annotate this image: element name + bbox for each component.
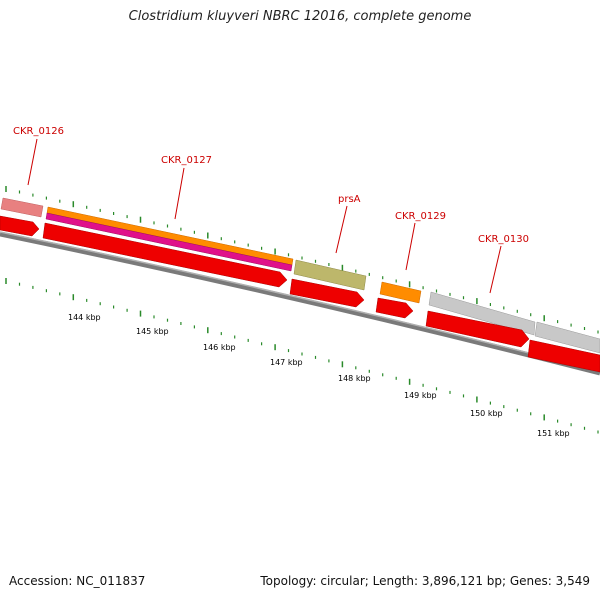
feature-ckr-0127-magenta[interactable]	[45, 212, 293, 272]
cds-ckr-0131[interactable]	[527, 339, 600, 373]
label-ckr-0127: CKR_0127	[161, 155, 212, 166]
cds-ckr-0129[interactable]	[375, 297, 414, 319]
leader-ckr-0126	[27, 138, 38, 186]
label-ckr-0130: CKR_0130	[478, 234, 529, 245]
scale-label-145: 145 kbp	[136, 327, 169, 336]
inner-tick-track	[5, 278, 599, 434]
scale-label-150: 150 kbp	[470, 409, 503, 418]
label-ckr-0126: CKR_0126	[13, 126, 64, 137]
scale-label-146: 146 kbp	[203, 343, 236, 352]
cds-ckr-0130[interactable]	[425, 310, 530, 348]
outer-tick-track	[5, 186, 599, 334]
scale-label-151: 151 kbp	[537, 429, 570, 438]
leader-prsa	[335, 205, 348, 254]
label-prsa: prsA	[338, 194, 361, 205]
leader-ckr-0127	[174, 167, 185, 220]
leader-ckr-0129	[405, 222, 416, 271]
map-title: Clostridium kluyveri NBRC 12016, complet…	[128, 9, 472, 24]
scale-label-148: 148 kbp	[338, 374, 371, 383]
accession-text: Accession: NC_011837	[9, 574, 146, 588]
feature-ckr-0129-upper[interactable]	[379, 281, 422, 304]
label-ckr-0129: CKR_0129	[395, 211, 446, 222]
feature-ckr-0130-upper-2[interactable]	[534, 321, 600, 354]
genome-backbone	[0, 231, 600, 376]
feature-ckr-0130-upper-1[interactable]	[428, 291, 536, 336]
cds-ckr-0127[interactable]	[42, 222, 288, 288]
cds-ckr-0126[interactable]	[0, 215, 40, 237]
scale-label-147: 147 kbp	[270, 358, 303, 367]
feature-prsa-upper[interactable]	[293, 259, 367, 291]
genome-summary-text: Topology: circular; Length: 3,896,121 bp…	[260, 574, 590, 588]
leader-ckr-0130	[489, 245, 502, 294]
cds-prsa[interactable]	[289, 278, 365, 308]
feature-ckr-0126-upper[interactable]	[0, 197, 44, 218]
scale-label-149: 149 kbp	[404, 391, 437, 400]
genome-backbone-highlight	[0, 231, 600, 372]
scale-label-144: 144 kbp	[68, 313, 101, 322]
